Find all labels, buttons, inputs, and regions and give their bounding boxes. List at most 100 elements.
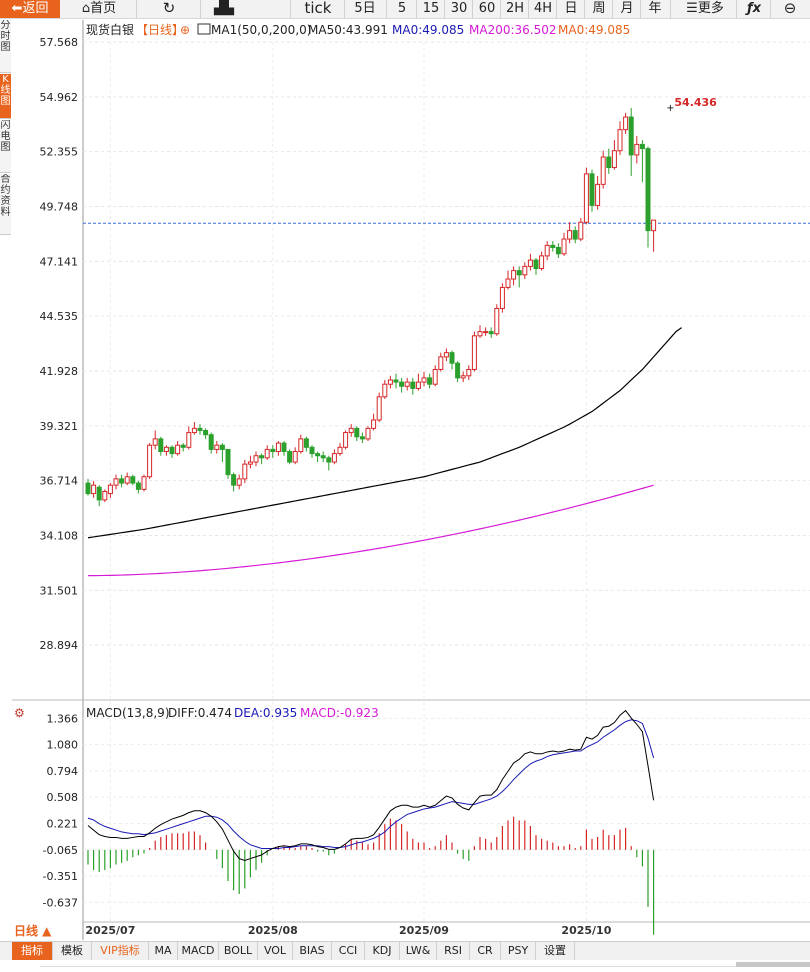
candle-body — [623, 116, 629, 131]
candle — [337, 443, 343, 456]
kline-chart[interactable]: 57.568 54.962 52.355 49.748 47.141 44.535 41.9… — [0, 0, 810, 940]
tab-indicator[interactable]: 指标 — [12, 942, 53, 960]
period-day[interactable]: 日 — [564, 1, 578, 16]
period-week[interactable]: 周 — [592, 1, 606, 16]
back-button[interactable]: ⬅返回 — [0, 0, 60, 18]
formula-button[interactable]: ƒx — [746, 1, 762, 16]
tab-macd[interactable]: MACD — [178, 942, 219, 960]
horizontal-scrollbar[interactable] — [736, 962, 810, 967]
x-tick-label: 2025/07 — [85, 924, 135, 937]
period-5min[interactable]: 5 — [397, 1, 407, 16]
period-15min[interactable]: 15 — [422, 1, 440, 16]
period-4h[interactable]: 4H — [533, 1, 553, 16]
candle — [135, 480, 141, 494]
more-button[interactable]: ☰更多 — [676, 0, 734, 18]
period-60min[interactable]: 60 — [478, 1, 496, 16]
candle-body — [443, 352, 449, 358]
candle-body — [651, 219, 657, 232]
candle-body — [219, 444, 225, 450]
candle-body — [147, 444, 153, 478]
candle — [326, 455, 332, 471]
candle — [281, 440, 287, 456]
tab-lw[interactable]: LW& — [400, 942, 437, 960]
zoom-out-button[interactable]: ⊖ — [783, 0, 797, 17]
tab-contract-info[interactable]: 合约资料 — [0, 174, 11, 235]
tab-settings[interactable]: 设置 — [536, 942, 575, 960]
candle-body — [236, 478, 242, 486]
diff-value: DIFF:0.474 — [168, 706, 232, 720]
candle — [102, 489, 108, 502]
instrument-name: 现货白银 — [86, 22, 134, 37]
candle-body — [180, 444, 186, 448]
tab-cr[interactable]: CR — [470, 942, 501, 960]
candle-body — [320, 455, 326, 459]
candle — [477, 325, 483, 338]
tab-bias[interactable]: BIAS — [293, 942, 332, 960]
tab-kline[interactable]: K线图 — [0, 74, 11, 119]
period-2h[interactable]: 2H — [505, 1, 525, 16]
candle-body — [91, 484, 97, 495]
period-30min[interactable]: 30 — [450, 1, 468, 16]
tab-psy[interactable]: PSY — [501, 942, 536, 960]
tab-flash[interactable]: 闪电图 — [0, 120, 11, 173]
candle-body — [611, 150, 617, 169]
period-5day[interactable]: 5日 — [354, 1, 376, 16]
candle — [645, 146, 651, 248]
tab-template[interactable]: 模板 — [53, 942, 92, 960]
candle-body — [135, 482, 141, 490]
candle — [471, 331, 477, 372]
candle-body — [158, 438, 164, 453]
refresh-button[interactable]: ↻ — [138, 0, 200, 18]
candle — [432, 365, 438, 387]
ma200-value: MA200:36.502 — [469, 23, 557, 37]
candle-body — [645, 148, 651, 232]
tab-ma[interactable]: MA — [149, 942, 178, 960]
candle — [611, 140, 617, 170]
y-tick-label: 52.355 — [40, 146, 79, 159]
ma50-line — [87, 327, 682, 539]
candle — [499, 283, 505, 313]
candle — [203, 428, 209, 439]
settings-icon: ⊕ — [180, 23, 190, 37]
period-year[interactable]: 年 — [648, 1, 662, 16]
indicator-chart-button[interactable]: ▟▙ — [202, 0, 246, 18]
candle — [180, 443, 186, 452]
period-label: 【日线】 — [136, 23, 184, 37]
candle-body — [264, 448, 270, 459]
candle-body — [376, 396, 382, 421]
candle-body — [191, 427, 197, 434]
period-selector[interactable]: 日线 ▲ — [14, 923, 78, 940]
candle — [247, 455, 253, 469]
top-toolbar: ⬅返回 ⌂首页 ↻ ▟▙ tick 5日 5 15 30 60 2H 4H 日 … — [0, 0, 810, 19]
candle-body — [567, 230, 573, 240]
tab-vip-indicator[interactable]: VIP指标 — [92, 942, 149, 960]
tab-vol[interactable]: VOL — [258, 942, 293, 960]
candle — [522, 262, 528, 280]
period-month[interactable]: 月 — [620, 1, 634, 16]
candle — [572, 226, 578, 244]
candle-body — [595, 183, 601, 206]
tab-rsi[interactable]: RSI — [437, 942, 470, 960]
candle-body — [287, 451, 293, 463]
high-price-label: 54.436 — [674, 96, 717, 109]
macd-y-tick-label: 0.221 — [47, 818, 79, 831]
candle — [550, 241, 556, 252]
period-tick[interactable]: tick — [304, 0, 332, 17]
candle — [382, 379, 388, 399]
candle-body — [499, 286, 505, 309]
tab-cci[interactable]: CCI — [332, 942, 365, 960]
home-button[interactable]: ⌂首页 — [64, 0, 134, 18]
tab-boll[interactable]: BOLL — [219, 942, 258, 960]
candle — [242, 459, 248, 484]
candle — [354, 426, 360, 441]
candle — [634, 135, 640, 164]
tab-timeshare[interactable]: 分时图 — [0, 20, 11, 73]
candle — [331, 449, 337, 465]
tab-kdj[interactable]: KDJ — [365, 942, 400, 960]
candle-body — [387, 379, 393, 385]
candle-body — [292, 451, 298, 463]
candle — [589, 169, 595, 212]
candle-body — [639, 143, 645, 150]
candle-body — [410, 381, 416, 389]
candle — [539, 251, 545, 271]
